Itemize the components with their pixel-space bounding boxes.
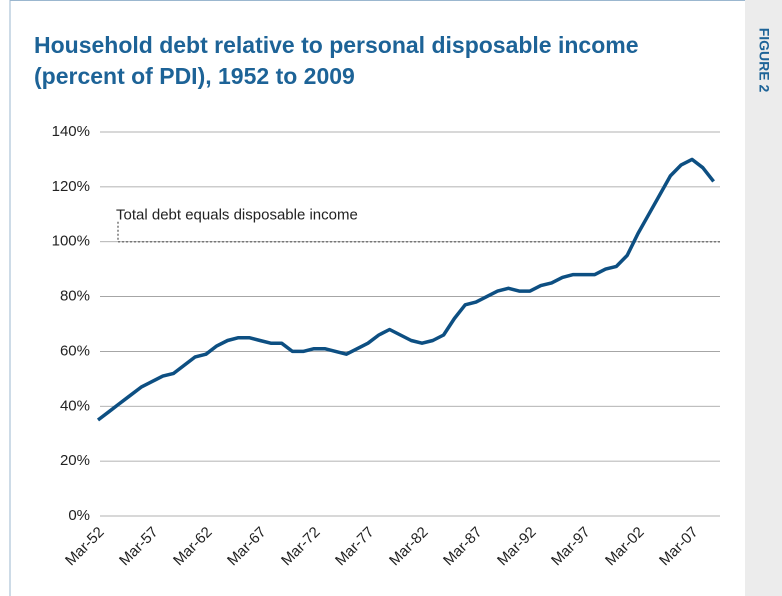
y-tick-label: 60% (60, 342, 90, 359)
x-tick-label: Mar-02 (602, 524, 648, 570)
y-tick-label: 40% (60, 397, 90, 414)
y-tick-label: 0% (68, 507, 90, 524)
figure-label: FIGURE 2 (756, 28, 772, 93)
x-tick-label: Mar-92 (494, 524, 540, 570)
x-tick-label: Mar-77 (332, 524, 378, 570)
y-tick-label: 20% (60, 452, 90, 469)
y-tick-label: 80% (60, 288, 90, 305)
reference-label: Total debt equals disposable income (116, 207, 358, 224)
data-line (96, 157, 715, 422)
x-tick-label: Mar-57 (116, 524, 162, 570)
x-tick-label: Mar-82 (386, 524, 432, 570)
x-tick-label: Mar-52 (62, 524, 108, 570)
y-tick-label: 100% (52, 233, 90, 250)
x-tick-label: Mar-72 (278, 524, 324, 570)
x-tick-label: Mar-97 (548, 524, 594, 570)
chart-title: Household debt relative to personal disp… (34, 32, 639, 89)
x-tick-label: Mar-62 (170, 524, 216, 570)
x-tick-label: Mar-67 (224, 524, 270, 570)
y-tick-label: 140% (52, 123, 90, 140)
y-tick-label: 120% (52, 178, 90, 195)
side-panel (745, 0, 782, 596)
x-tick-label: Mar-87 (440, 524, 486, 570)
x-tick-label: Mar-07 (656, 524, 702, 570)
